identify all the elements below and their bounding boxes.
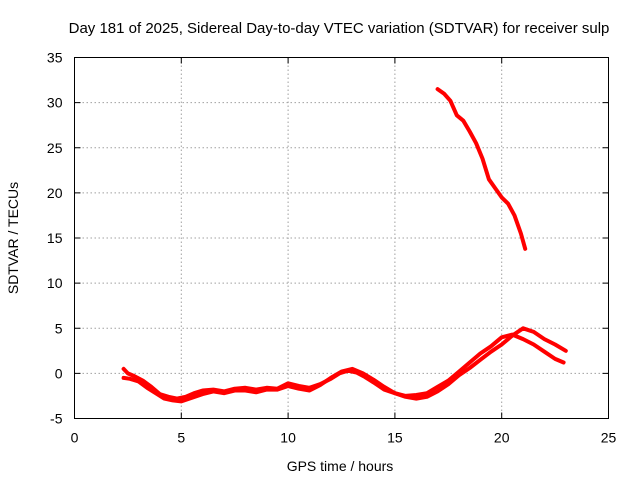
- x-axis-tick-labels: 0 5 10 15 20 25: [71, 430, 617, 446]
- plot-series: [121, 87, 568, 404]
- x-tick-label: 0: [71, 430, 79, 446]
- y-tick-label: 10: [47, 275, 63, 291]
- y-tick-label: -5: [50, 411, 63, 427]
- series-trace-2: [121, 326, 568, 404]
- axis-ticks: [74, 57, 609, 419]
- y-tick-label: 5: [55, 320, 63, 336]
- x-tick-label: 10: [280, 430, 296, 446]
- grid: [74, 57, 609, 419]
- x-axis-label: GPS time / hours: [287, 458, 394, 474]
- y-tick-label: 0: [55, 365, 63, 381]
- y-tick-label: 25: [47, 140, 63, 156]
- y-tick-label: 30: [47, 95, 63, 111]
- x-tick-label: 20: [494, 430, 510, 446]
- series-trace-3: [435, 87, 528, 251]
- x-tick-label: 15: [387, 430, 403, 446]
- y-tick-label: 35: [47, 50, 63, 66]
- chart-title: Day 181 of 2025, Sidereal Day-to-day VTE…: [69, 20, 610, 37]
- y-tick-label: 20: [47, 185, 63, 201]
- y-axis-label: SDTVAR / TECUs: [5, 182, 21, 294]
- series-trace-1: [121, 332, 566, 401]
- y-axis-tick-labels: -5 0 5 10 15 20 25 30 35: [47, 50, 63, 427]
- x-tick-label: 25: [601, 430, 617, 446]
- y-tick-label: 15: [47, 230, 63, 246]
- x-tick-label: 5: [177, 430, 185, 446]
